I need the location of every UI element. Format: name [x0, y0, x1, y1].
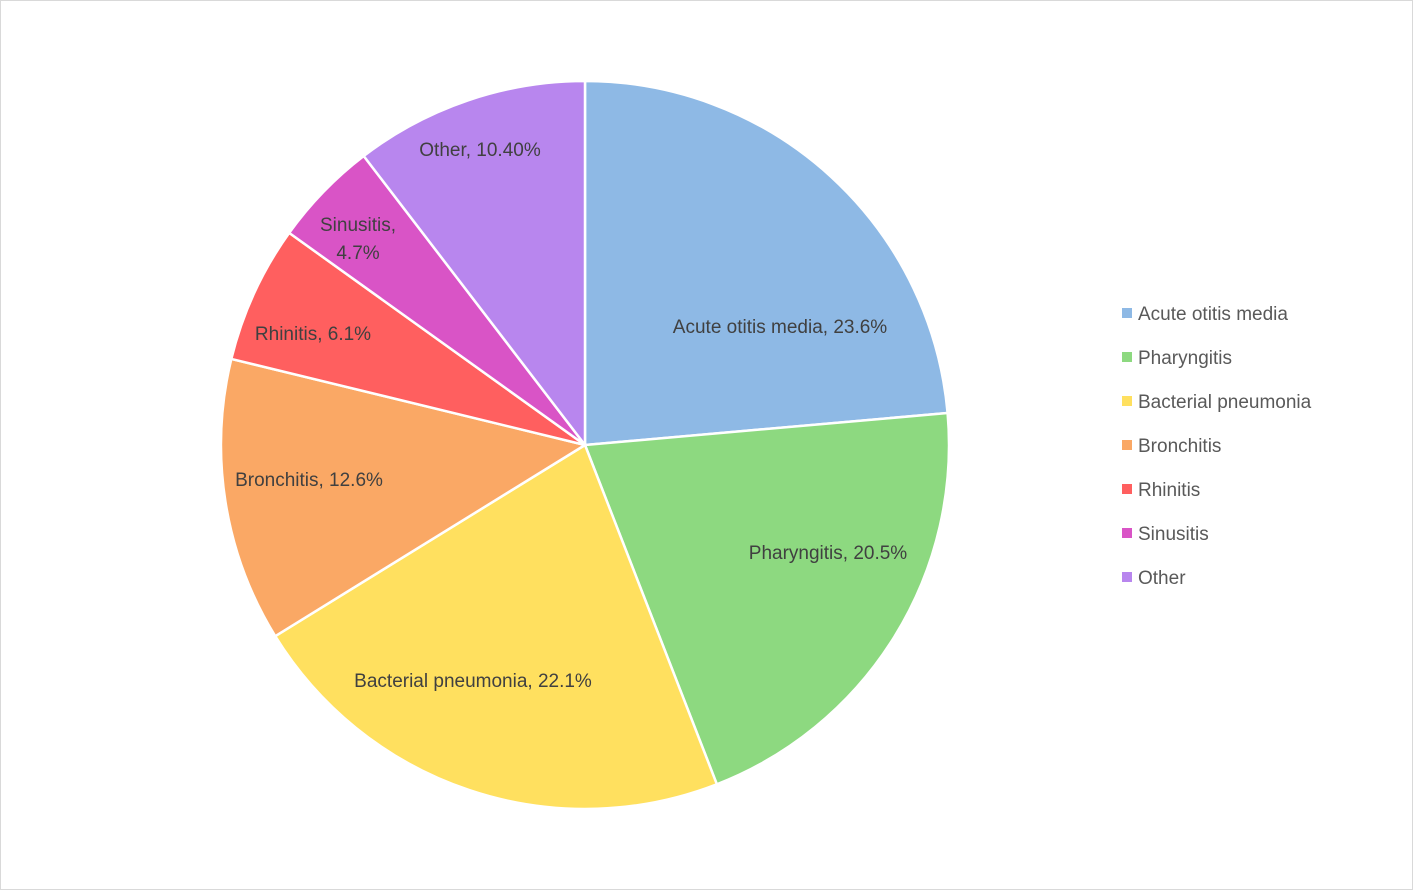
legend-label-sinusitis: Sinusitis: [1138, 524, 1209, 545]
legend-label-other: Other: [1138, 568, 1186, 589]
data-label-pharyngitis: Pharyngitis, 20.5%: [749, 543, 908, 564]
legend-swatch-bronchitis: [1122, 440, 1132, 450]
legend-label-pharyngitis: Pharyngitis: [1138, 348, 1232, 369]
legend-swatch-other: [1122, 572, 1132, 582]
pie-slice-bronchitis: [219, 357, 587, 638]
legend-swatch-bacterial-pneumonia: [1122, 396, 1132, 406]
data-label-bacterial-pneumonia: Bacterial pneumonia, 22.1%: [354, 671, 592, 692]
pie-slice-other: [362, 79, 587, 447]
pie-slice-pharyngitis: [583, 411, 951, 786]
legend-label-bronchitis: Bronchitis: [1138, 436, 1221, 457]
data-label-acute-otitis-media: Acute otitis media, 23.6%: [673, 317, 887, 338]
legend-label-acute-otitis-media: Acute otitis media: [1138, 304, 1288, 325]
pie-slice-rhinitis: [230, 231, 587, 447]
pie-slices: [219, 79, 951, 811]
slice-labels: Acute otitis media, 23.6% Pharyngitis, 20…: [235, 140, 907, 692]
legend-swatch-acute-otitis-media: [1122, 308, 1132, 318]
legend-label-bacterial-pneumonia: Bacterial pneumonia: [1138, 392, 1312, 413]
data-label-rhinitis: Rhinitis, 6.1%: [255, 324, 371, 345]
legend: Acute otitis media Pharyngitis Bacterial p…: [1122, 304, 1312, 589]
data-label-bronchitis: Bronchitis, 12.6%: [235, 470, 383, 491]
legend-swatch-sinusitis: [1122, 528, 1132, 538]
pie-slice-acute-otitis-media: [583, 79, 949, 447]
data-label-sinusitis: Sinusitis, 4.7%: [320, 215, 396, 264]
pie-slice-bacterial-pneumonia: [273, 443, 719, 811]
data-label-other: Other, 10.40%: [419, 140, 541, 161]
legend-label-rhinitis: Rhinitis: [1138, 480, 1200, 501]
legend-swatch-rhinitis: [1122, 484, 1132, 494]
legend-swatch-pharyngitis: [1122, 352, 1132, 362]
